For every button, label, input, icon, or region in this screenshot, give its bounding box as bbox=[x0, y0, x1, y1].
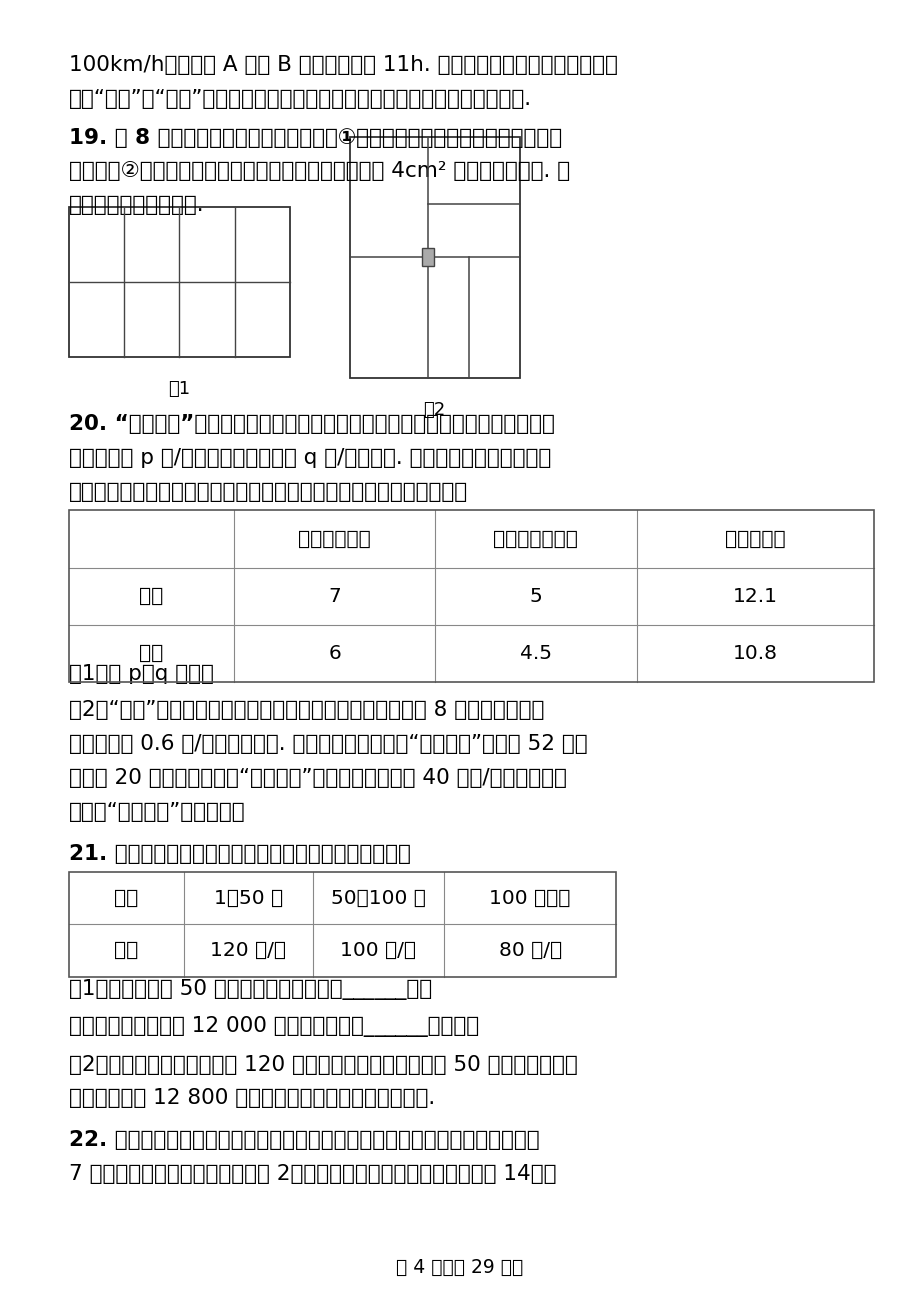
Text: 人数: 人数 bbox=[114, 889, 139, 907]
Text: 100 人以上: 100 人以上 bbox=[489, 889, 571, 907]
Text: 图2: 图2 bbox=[423, 401, 446, 419]
Text: 80 元/人: 80 元/人 bbox=[498, 941, 562, 960]
Text: 1～50 人: 1～50 人 bbox=[213, 889, 282, 907]
Text: 里程数（千米）: 里程数（千米） bbox=[493, 530, 578, 548]
Bar bbox=[69, 510, 873, 682]
Text: 拼成了图②所示的大正方形，但中间却多了一个面积为 4cm² 的小正方形的洞. 求: 拼成了图②所示的大正方形，但中间却多了一个面积为 4cm² 的小正方形的洞. 求 bbox=[69, 161, 570, 181]
Text: 驶的“路程”或“时间”提出一个用二元一次方程组解决的问题，并写出解答过程.: 驶的“路程”或“时间”提出一个用二元一次方程组解决的问题，并写出解答过程. bbox=[69, 89, 531, 108]
Text: 第 4 页（共 29 页）: 第 4 页（共 29 页） bbox=[396, 1258, 523, 1277]
Text: 总里程 20 千米，已知两次“滴滴打车”行驶的平均速度为 40 千米/小时，求小丽: 总里程 20 千米，已知两次“滴滴打车”行驶的平均速度为 40 千米/小时，求小… bbox=[69, 768, 566, 788]
Text: 6: 6 bbox=[328, 644, 341, 663]
Text: （1）求 p，q 的值；: （1）求 p，q 的值； bbox=[69, 664, 213, 684]
Text: 时间（分钟）: 时间（分钟） bbox=[298, 530, 370, 548]
Text: 小明: 小明 bbox=[140, 587, 164, 605]
Text: 部分要加收 0.6 元/千米的里程费. 某天，小丽两次使用“滴滴打车”共花费 52 元，: 部分要加收 0.6 元/千米的里程费. 某天，小丽两次使用“滴滴打车”共花费 5… bbox=[69, 734, 587, 754]
Text: 19. 用 8 张全等的小长方形纸片拼成了图①所示的大长方形，然后用这些纸片又: 19. 用 8 张全等的小长方形纸片拼成了图①所示的大长方形，然后用这些纸片又 bbox=[69, 128, 562, 147]
Text: 小亮: 小亮 bbox=[140, 644, 164, 663]
Text: 7: 7 bbox=[328, 587, 341, 605]
Text: 若乙公司共付门票费 12 000 元，则乙公司有______人游览；: 若乙公司共付门票费 12 000 元，则乙公司有______人游览； bbox=[69, 1016, 479, 1036]
Text: 21. 甲、乙两家公司组织员工游览某景点门票售价如下：: 21. 甲、乙两家公司组织员工游览某景点门票售价如下： bbox=[69, 844, 411, 863]
Text: 120 元/人: 120 元/人 bbox=[210, 941, 286, 960]
Text: 后共付门票费 12 800 元，求甲、乙两家公司游览的人数.: 后共付门票费 12 800 元，求甲、乙两家公司游览的人数. bbox=[69, 1088, 435, 1108]
Text: 5: 5 bbox=[529, 587, 541, 605]
Text: 10.8: 10.8 bbox=[732, 644, 777, 663]
Text: 12.1: 12.1 bbox=[732, 587, 777, 605]
Text: 4.5: 4.5 bbox=[519, 644, 551, 663]
Text: 中里程费按 p 元/千米计算，耗时费按 q 元/分钟计算. 小明、小亮两人用该打车: 中里程费按 p 元/千米计算，耗时费按 q 元/分钟计算. 小明、小亮两人用该打… bbox=[69, 448, 550, 467]
Text: （2）若甲、乙两家公司共有 120 人游览，其中甲公司不超过 50 人，两家公司先: （2）若甲、乙两家公司共有 120 人游览，其中甲公司不超过 50 人，两家公司… bbox=[69, 1055, 577, 1074]
Text: 22. 一个三位数，个位，百位上的数字的和等于十位上的数字，百位上的数字的: 22. 一个三位数，个位，百位上的数字的和等于十位上的数字，百位上的数字的 bbox=[69, 1130, 539, 1150]
Text: 小长方形纸片的长与宽.: 小长方形纸片的长与宽. bbox=[69, 195, 204, 215]
Bar bbox=[349, 137, 519, 378]
Bar bbox=[69, 872, 616, 976]
Text: 50～100 人: 50～100 人 bbox=[331, 889, 425, 907]
Text: 20. “滴滴打车”深受大众欢迎，该打车方式的总费用由里程费和耗时费组成，其: 20. “滴滴打车”深受大众欢迎，该打车方式的总费用由里程费和耗时费组成，其 bbox=[69, 414, 554, 434]
Text: （1）若甲公司有 50 人游览，则共付门票费______元；: （1）若甲公司有 50 人游览，则共付门票费______元； bbox=[69, 979, 432, 1000]
Text: （2）“滴滴”推出新政策，在原有付费基础上，当里程数超过 8 千米后，超出的: （2）“滴滴”推出新政策，在原有付费基础上，当里程数超过 8 千米后，超出的 bbox=[69, 700, 544, 720]
Text: 第一次“滴滴打车”的里程数？: 第一次“滴滴打车”的里程数？ bbox=[69, 802, 245, 822]
Text: 100 元/人: 100 元/人 bbox=[340, 941, 415, 960]
Text: 车费（元）: 车费（元） bbox=[724, 530, 785, 548]
Text: 方式出行，按上述计价规则，其打车总费用、行驶里程数与车速如表：: 方式出行，按上述计价规则，其打车总费用、行驶里程数与车速如表： bbox=[69, 482, 468, 501]
Bar bbox=[69, 207, 289, 357]
Text: 7 倍比个位，十位上的数字的和大 2，个位，十位，百位上的数字的和是 14，求: 7 倍比个位，十位上的数字的和大 2，个位，十位，百位上的数字的和是 14，求 bbox=[69, 1164, 556, 1184]
Text: 图1: 图1 bbox=[168, 380, 190, 398]
Bar bbox=[421, 249, 434, 266]
Text: 100km/h，汽车从 A 地到 B 地一共行驶了 11h. 请你根据以上信息，就该汽车行: 100km/h，汽车从 A 地到 B 地一共行驶了 11h. 请你根据以上信息，… bbox=[69, 55, 618, 74]
Text: 票价: 票价 bbox=[114, 941, 139, 960]
